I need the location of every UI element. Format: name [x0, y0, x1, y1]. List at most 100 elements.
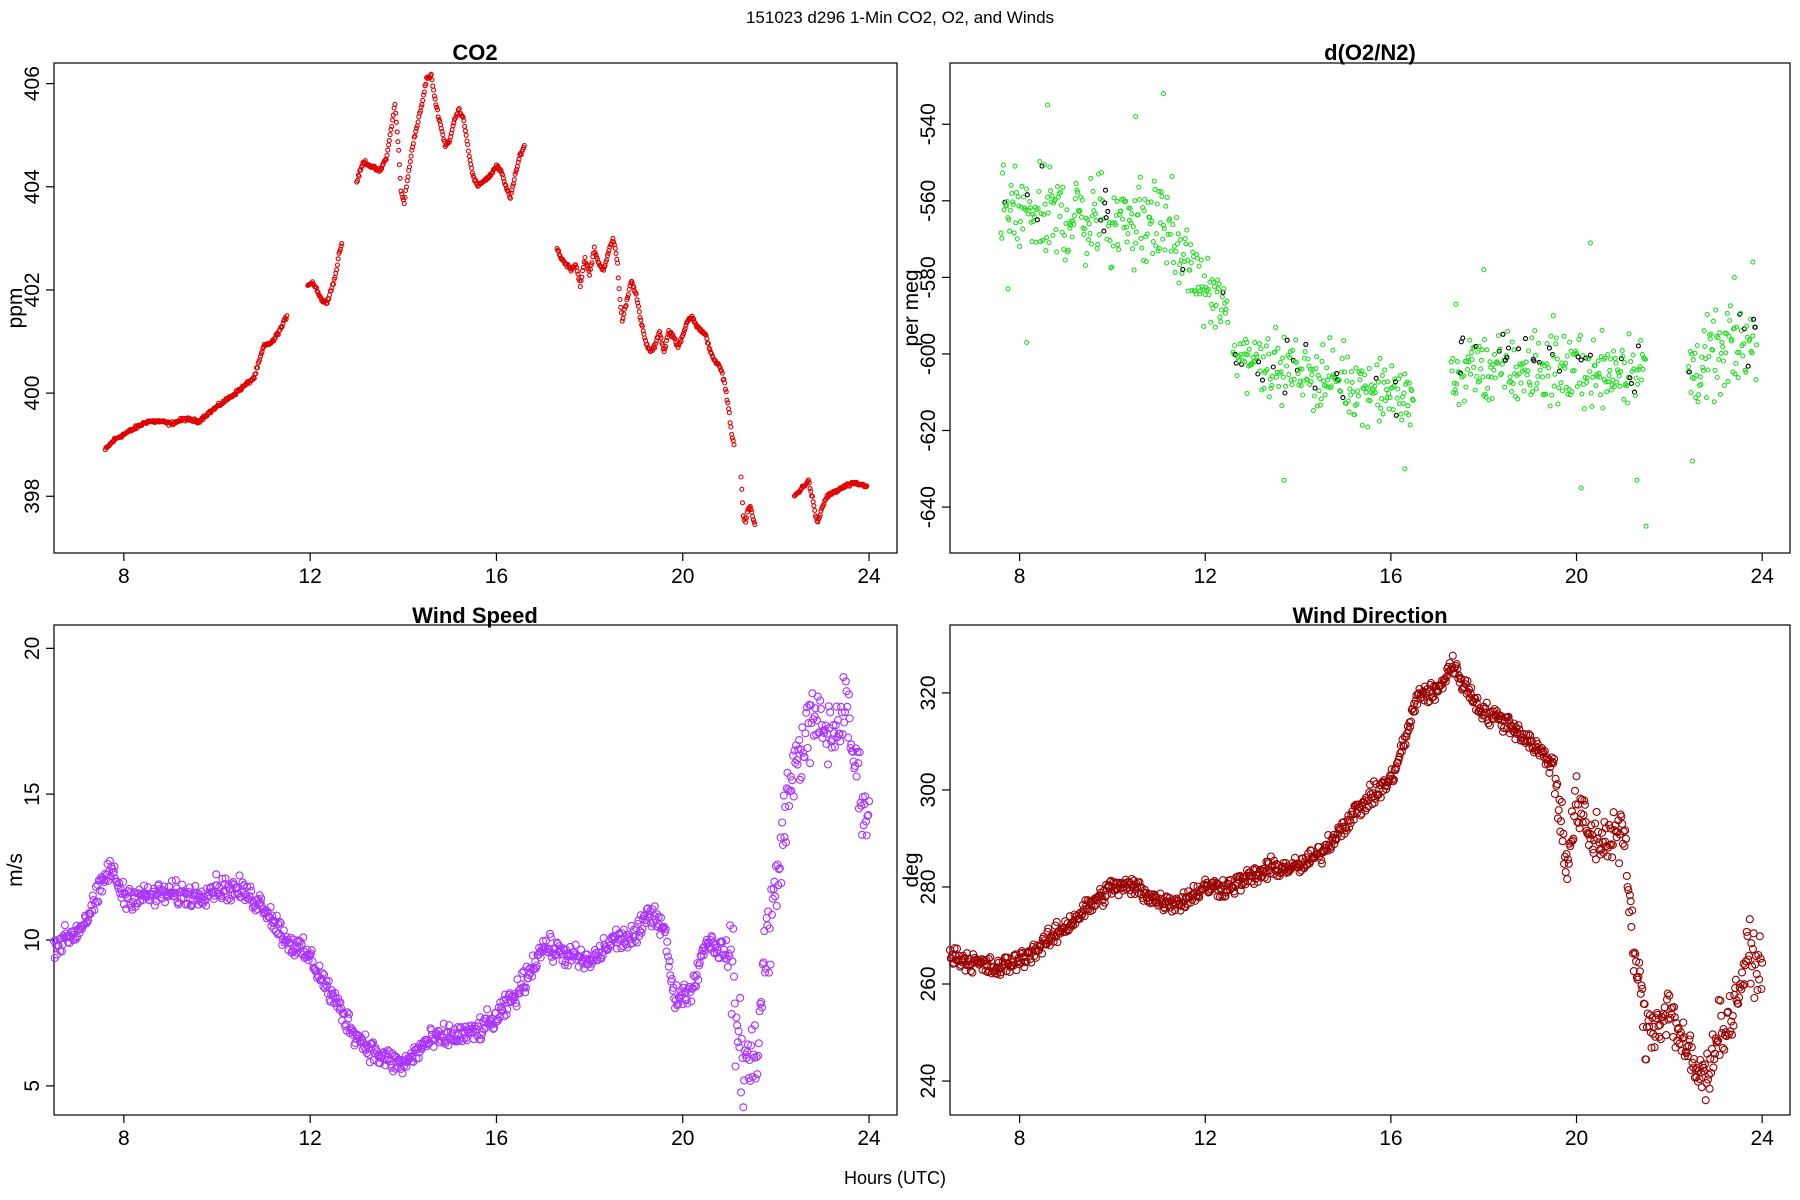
data-point	[1341, 369, 1348, 375]
data-point	[576, 278, 583, 284]
data-point	[1406, 717, 1416, 726]
data-point	[400, 194, 406, 200]
data-point	[379, 166, 385, 172]
data-point	[865, 797, 874, 806]
data-point	[1473, 343, 1479, 349]
data-point	[1564, 353, 1570, 359]
data-point	[1703, 395, 1710, 401]
data-point	[1150, 238, 1156, 245]
data-point	[1382, 367, 1388, 373]
data-point	[1700, 364, 1706, 371]
data-point	[653, 341, 659, 347]
data-point	[362, 1049, 371, 1058]
data-point	[1422, 689, 1431, 698]
data-point	[104, 876, 113, 885]
data-point	[1727, 1030, 1737, 1039]
data-point	[1123, 198, 1129, 204]
data-point	[1245, 352, 1251, 358]
x-tick-label: 8	[118, 565, 130, 588]
data-point	[630, 283, 636, 289]
data-point	[638, 317, 644, 323]
data-point	[587, 266, 593, 272]
x-axis-label: Hours (UTC)	[844, 1168, 946, 1188]
data-point	[1700, 367, 1706, 373]
data-point	[1318, 396, 1324, 402]
data-point	[1050, 931, 1059, 940]
data-point	[1561, 868, 1570, 877]
data-point	[818, 508, 824, 514]
data-point	[438, 125, 444, 131]
data-point	[1744, 323, 1750, 329]
data-point	[1309, 372, 1315, 378]
data-point	[772, 901, 781, 911]
data-point	[338, 243, 344, 249]
data-point	[1698, 382, 1704, 388]
data-point	[805, 477, 812, 483]
data-point	[1694, 342, 1700, 349]
data-point	[663, 952, 673, 961]
data-point	[405, 174, 411, 180]
data-point	[1515, 346, 1522, 352]
data-point	[1485, 385, 1491, 391]
data-point	[1328, 834, 1337, 843]
data-point	[1091, 901, 1100, 910]
data-point	[858, 830, 867, 839]
data-point	[1755, 975, 1764, 984]
data-points-wind-direction	[945, 651, 1767, 1105]
data-point	[1386, 406, 1392, 412]
data-point	[836, 737, 845, 746]
data-point	[1114, 891, 1123, 900]
data-point	[1550, 754, 1559, 764]
data-point	[1281, 477, 1287, 483]
data-point	[318, 969, 327, 978]
data-point	[1156, 189, 1162, 195]
data-point	[430, 83, 436, 89]
data-point	[1236, 358, 1242, 364]
data-point	[739, 500, 746, 506]
data-point	[1125, 231, 1131, 237]
data-point	[1029, 239, 1035, 245]
data-point	[1101, 228, 1107, 234]
data-point	[1082, 262, 1088, 269]
data-point	[1547, 403, 1553, 409]
data-point	[1000, 170, 1006, 176]
data-point	[256, 898, 265, 907]
data-point	[1578, 818, 1587, 827]
data-point	[1679, 1018, 1688, 1027]
data-point	[740, 1046, 749, 1055]
x-tick-label: 24	[857, 1127, 881, 1150]
data-point	[1143, 259, 1150, 265]
data-point	[1190, 249, 1196, 255]
data-point	[1050, 232, 1056, 238]
data-point	[414, 1053, 423, 1063]
data-point	[1515, 725, 1524, 734]
data-point	[841, 677, 850, 686]
data-point	[631, 936, 640, 946]
data-point	[512, 171, 518, 177]
data-point	[1118, 208, 1124, 214]
data-point	[788, 751, 798, 760]
data-point	[1750, 993, 1759, 1003]
data-point	[1526, 348, 1532, 354]
data-point	[1349, 379, 1355, 385]
data-point	[1184, 257, 1191, 263]
data-point	[469, 165, 475, 171]
data-point	[1136, 184, 1142, 190]
data-point	[1161, 225, 1167, 231]
data-point	[1405, 403, 1411, 409]
data-point	[1558, 837, 1567, 846]
data-point	[605, 250, 611, 256]
data-point	[1327, 335, 1333, 341]
x-tick-label: 20	[671, 565, 694, 588]
data-point	[1451, 380, 1457, 386]
y-tick-label: -620	[917, 409, 940, 451]
data-point	[1069, 234, 1075, 240]
data-point	[663, 337, 670, 344]
data-point	[226, 896, 236, 905]
data-point	[778, 818, 787, 827]
data-point	[788, 776, 797, 785]
data-point	[1751, 316, 1757, 322]
data-point	[212, 881, 222, 890]
data-point	[1105, 208, 1111, 214]
data-point	[1042, 201, 1048, 207]
